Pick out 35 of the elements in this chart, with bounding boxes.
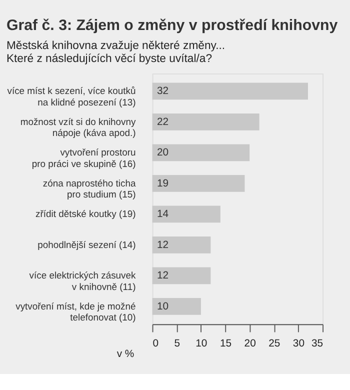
data-label: 12 [157, 240, 169, 251]
bar [152, 206, 220, 223]
x-tick-label: 35 [311, 338, 324, 350]
y-tick-label: zřídit dětské koutky (19) [36, 209, 136, 220]
y-tick-label: více míst k sezení, více koutků na klidné posezení (13) [7, 86, 136, 108]
x-tick-label: 5 [174, 338, 180, 350]
data-label: 10 [157, 301, 169, 312]
x-tick-label: 20 [244, 338, 256, 350]
y-tick-label: zóna naprostého ticha pro studium (15) [42, 178, 136, 201]
y-tick-label: více elektrických zásuvek v knihovně (11) [29, 270, 136, 293]
bar [152, 298, 201, 315]
data-label: 22 [157, 116, 169, 128]
bar [152, 82, 308, 100]
data-label: 19 [157, 178, 169, 190]
data-label: 32 [157, 86, 169, 98]
bar [152, 174, 245, 192]
chart-title: Graf č. 3: Zájem o změny v prostředí knihovny [6, 16, 338, 34]
x-tick-label: 0 [152, 338, 159, 350]
x-axis-title: v % [116, 348, 134, 360]
bar [152, 144, 250, 162]
data-label: 20 [157, 148, 169, 159]
y-tick-label: možnost vzít si do knihovny nápoje (káva apod.) [20, 116, 136, 140]
bar [152, 236, 211, 254]
y-tick-label: vytvoření míst, kde je možné telefonovat (10) [16, 301, 136, 324]
x-tick-label: 15 [220, 338, 232, 350]
chart-subtitle: Městská knihovna zvažuje některé změny... Které z následujících věcí byste uvítal/a? [6, 40, 226, 66]
data-label: 14 [157, 209, 169, 220]
data-label: 12 [157, 270, 169, 282]
bar [152, 113, 260, 130]
y-tick-label: vytvoření prostoru pro práci ve skupině (16) [32, 148, 136, 170]
y-tick-label: pohodlnější sezení (14) [38, 240, 136, 251]
x-tick-label: 25 [268, 338, 280, 350]
x-tick-label: 10 [196, 338, 208, 350]
x-tick-label: 30 [292, 338, 305, 350]
bar [152, 267, 211, 284]
